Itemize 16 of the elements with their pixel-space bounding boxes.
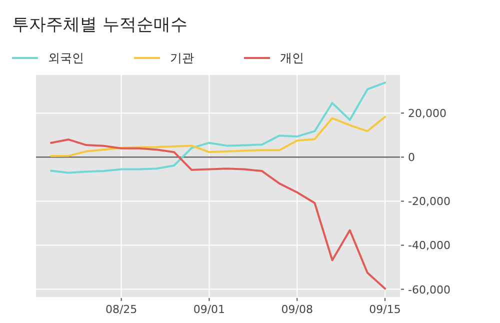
- legend-label: 기관: [170, 51, 194, 65]
- line-series: [50, 138, 386, 290]
- x-tick-label: 09/08: [281, 303, 313, 316]
- y-tick-label: -20,000: [408, 195, 450, 208]
- y-tick-label: 20,000: [408, 107, 446, 120]
- x-tick-label: 08/25: [105, 303, 138, 316]
- legend-label: 외국인: [48, 51, 84, 65]
- line-series: [50, 82, 386, 174]
- legend-label: 개인: [280, 51, 304, 65]
- y-tick-label: -40,000: [408, 239, 450, 252]
- line-series: [50, 116, 386, 158]
- x-tick-label: 09/01: [193, 303, 226, 316]
- chart-title: 투자주체별 누적순매수: [12, 15, 188, 35]
- x-tick-label: 09/15: [369, 303, 401, 316]
- y-tick-label: -60,000: [408, 283, 450, 296]
- y-tick-label: 0: [408, 151, 415, 164]
